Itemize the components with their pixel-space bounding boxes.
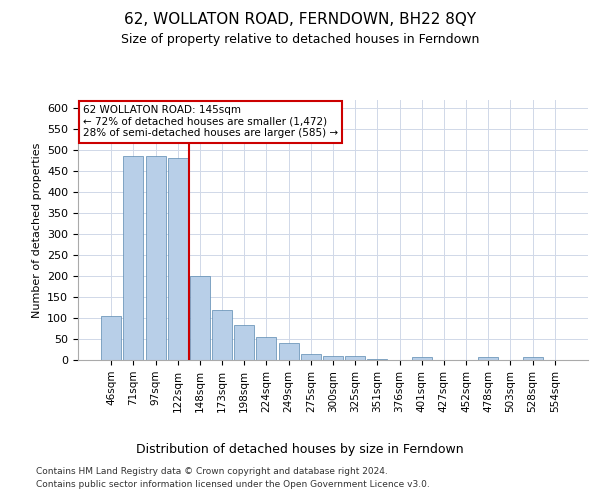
- Bar: [301, 354, 321, 360]
- Bar: [345, 356, 365, 360]
- Bar: [168, 158, 188, 360]
- Bar: [478, 358, 498, 360]
- Text: Contains public sector information licensed under the Open Government Licence v3: Contains public sector information licen…: [36, 480, 430, 489]
- Bar: [234, 325, 254, 360]
- Bar: [278, 343, 299, 360]
- Text: Contains HM Land Registry data © Crown copyright and database right 2024.: Contains HM Land Registry data © Crown c…: [36, 468, 388, 476]
- Y-axis label: Number of detached properties: Number of detached properties: [32, 142, 41, 318]
- Text: Size of property relative to detached houses in Ferndown: Size of property relative to detached ho…: [121, 32, 479, 46]
- Bar: [146, 156, 166, 360]
- Bar: [323, 356, 343, 360]
- Bar: [124, 156, 143, 360]
- Bar: [212, 310, 232, 360]
- Bar: [523, 358, 542, 360]
- Text: Distribution of detached houses by size in Ferndown: Distribution of detached houses by size …: [136, 442, 464, 456]
- Text: 62 WOLLATON ROAD: 145sqm
← 72% of detached houses are smaller (1,472)
28% of sem: 62 WOLLATON ROAD: 145sqm ← 72% of detach…: [83, 105, 338, 138]
- Bar: [190, 276, 210, 360]
- Bar: [101, 316, 121, 360]
- Bar: [367, 358, 388, 360]
- Text: 62, WOLLATON ROAD, FERNDOWN, BH22 8QY: 62, WOLLATON ROAD, FERNDOWN, BH22 8QY: [124, 12, 476, 28]
- Bar: [256, 337, 277, 360]
- Bar: [412, 358, 432, 360]
